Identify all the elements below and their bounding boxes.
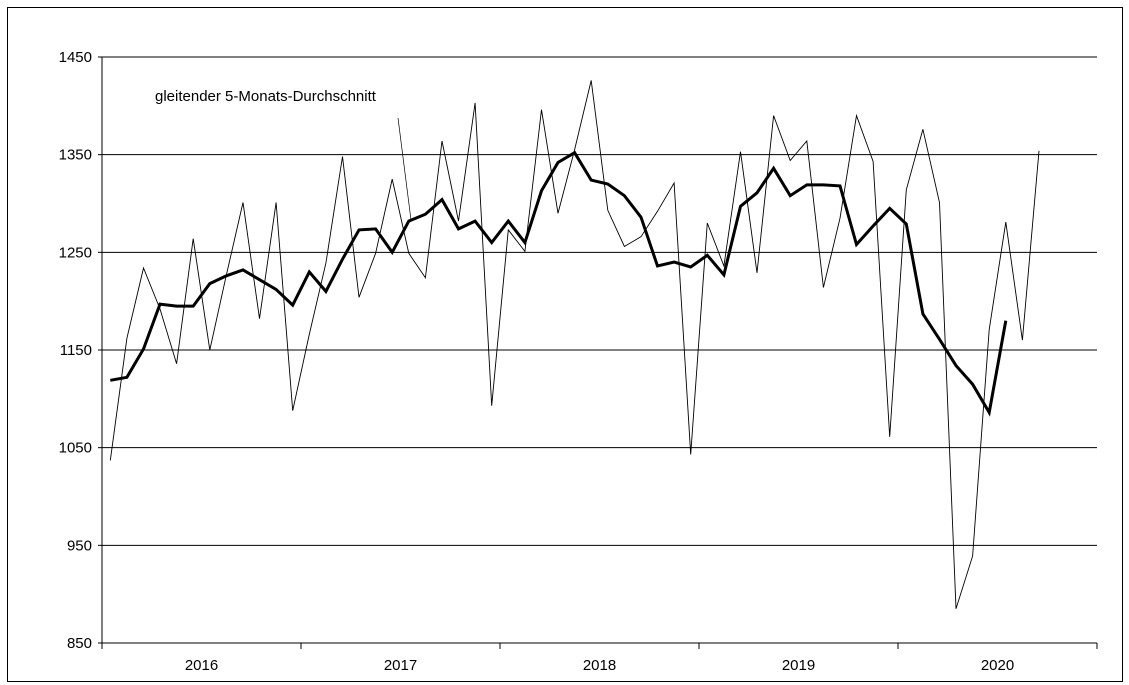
y-axis-tick-labels: 850 950 1050 1150 1250 1350 1450 — [59, 49, 92, 652]
x-year-label: 2018 — [583, 657, 616, 674]
x-axis-year-labels: 2016 2017 2018 2019 2020 — [185, 657, 1014, 674]
x-year-label: 2017 — [384, 657, 417, 674]
y-tick-label: 1250 — [59, 244, 92, 261]
x-year-label: 2020 — [981, 657, 1014, 674]
axes — [98, 56, 1098, 649]
y-tick-label: 1050 — [59, 440, 92, 457]
monthly-values-line — [109, 80, 1040, 609]
y-tick-label: 850 — [67, 635, 92, 652]
gridlines — [102, 56, 1097, 644]
chart-frame — [7, 7, 1123, 682]
y-tick-label: 1150 — [60, 342, 92, 359]
y-tick-label: 1350 — [59, 147, 92, 164]
series-lines — [109, 80, 1040, 609]
moving-average-annotation: gleitender 5-Monats-Durchschnitt — [155, 88, 377, 105]
x-year-label: 2019 — [782, 657, 815, 674]
annotation-leader-line — [397, 117, 412, 221]
y-tick-label: 1450 — [59, 49, 92, 66]
y-tick-label: 950 — [67, 537, 92, 554]
moving-average-line — [110, 150, 1008, 417]
x-year-label: 2016 — [185, 657, 218, 674]
